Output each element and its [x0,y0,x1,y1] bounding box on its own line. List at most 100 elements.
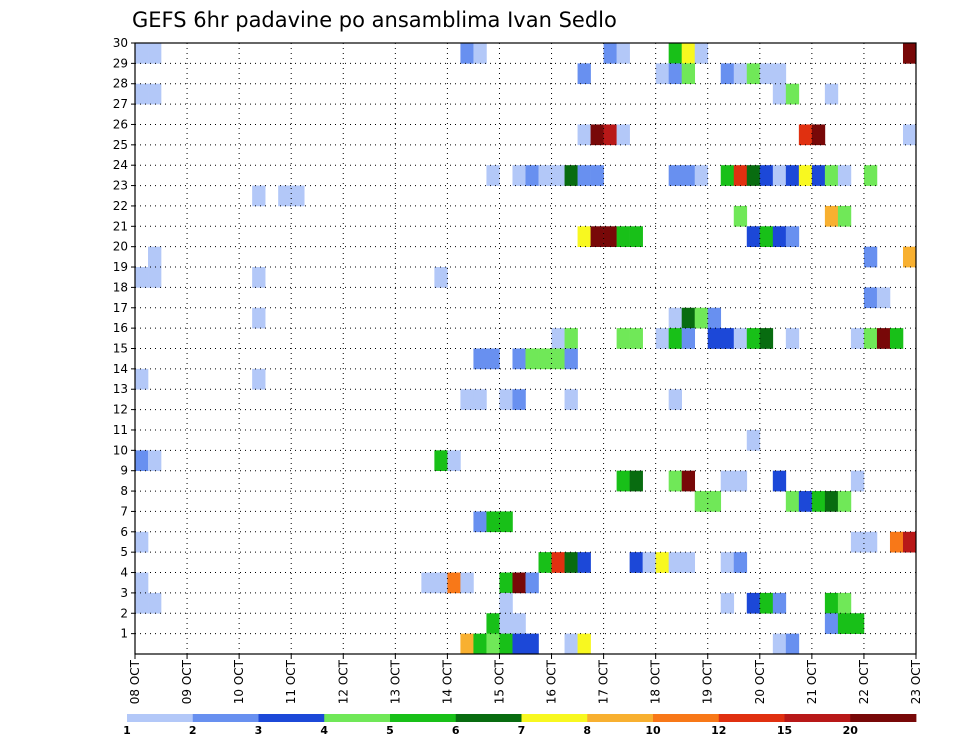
colorbar-swatch [521,714,588,722]
heat-cell [889,531,904,553]
heat-cell [668,328,682,349]
heat-cell [785,328,800,349]
heat-cell [668,552,682,573]
y-tick-label: 20 [113,240,128,254]
heat-cell [694,307,709,329]
heat-cell [629,552,643,573]
colorbar-swatch [192,714,259,722]
heat-cell [772,165,787,186]
y-tick-label: 25 [113,138,128,152]
colorbar-swatch [455,714,522,722]
colorbar-swatch [587,714,654,722]
heat-cell [759,328,774,349]
heat-cell [668,307,682,329]
heat-cell [720,328,735,349]
heat-cell [148,592,162,614]
colorbar-label: 3 [255,724,263,737]
colorbar-label: 4 [320,724,328,737]
heat-cell [499,572,513,594]
heat-cell [668,43,682,64]
heat-cell [499,613,513,634]
heat-cell [538,165,552,186]
heat-cell [798,491,813,512]
heat-cell [148,450,162,471]
heat-cell [902,246,917,268]
heat-cell [538,552,552,573]
heat-cell [629,328,643,349]
x-tick-label: 19 OCT [701,659,715,704]
y-tick-label: 3 [120,586,128,600]
heat-cell [590,124,604,146]
colorbar-label: 1 [123,724,131,737]
heat-cell [473,389,487,410]
colorbar-label: 6 [452,724,460,737]
y-tick-label: 1 [120,627,128,641]
colorbar-swatch [653,714,720,722]
x-tick-label: 08 OCT [128,659,142,704]
y-tick-label: 29 [113,56,128,70]
heat-cell [148,246,162,268]
heat-cell [824,491,839,512]
heat-cell [551,552,565,573]
heat-cell [421,572,435,594]
heat-cell [863,531,878,553]
y-tick-label: 15 [113,342,128,356]
heat-cell [733,205,748,227]
heat-cell [525,572,539,594]
heat-cell [460,572,474,594]
heat-cell [564,389,578,410]
heat-cell [603,124,617,146]
heat-cell [473,633,487,655]
heat-cell [824,83,839,105]
heat-cell [681,552,696,573]
heat-cell [564,328,578,349]
y-tick-label: 8 [120,484,128,498]
heat-cell [525,633,539,655]
heat-cell [473,348,487,370]
heat-cell [512,348,526,370]
heat-cell [655,328,669,349]
y-tick-label: 11 [113,423,128,437]
heat-cell [135,43,149,64]
heat-cell [616,226,630,247]
heat-cell [590,226,604,247]
heat-cell [785,226,800,247]
heat-cell [759,226,774,247]
heat-cell [512,165,526,186]
y-tick-label: 18 [113,280,128,294]
heat-cell [525,165,539,186]
heat-cell [564,348,578,370]
heat-cell [551,165,565,186]
heat-cell [668,63,682,85]
y-tick-label: 17 [113,301,128,315]
heat-cell [616,470,630,492]
x-tick-label: 12 OCT [336,659,350,704]
y-tick-label: 24 [113,158,128,172]
y-tick-label: 22 [113,199,128,213]
y-tick-label: 10 [113,443,128,457]
heat-cell [668,470,682,492]
colorbar-swatch [718,714,785,722]
heat-cell [681,470,696,492]
heat-cell [811,124,826,146]
heat-cell [850,613,865,634]
heat-cell [252,185,266,207]
x-tick-label: 17 OCT [597,659,611,704]
heat-cell [824,613,839,634]
colorbar-label: 10 [645,724,661,737]
heat-cell [733,552,748,573]
heat-cell [772,83,787,105]
heat-cell [278,185,292,207]
heat-cell [252,307,266,329]
heat-cell [720,592,735,614]
heat-cell [837,592,852,614]
heat-cell [811,165,826,186]
heat-cell [512,613,526,634]
heat-cell [512,633,526,655]
heat-cell [668,389,682,410]
heat-cell [824,592,839,614]
x-tick-label: 13 OCT [388,659,402,704]
y-tick-label: 30 [113,36,128,50]
y-tick-label: 13 [113,382,128,396]
heat-cell [902,43,917,64]
